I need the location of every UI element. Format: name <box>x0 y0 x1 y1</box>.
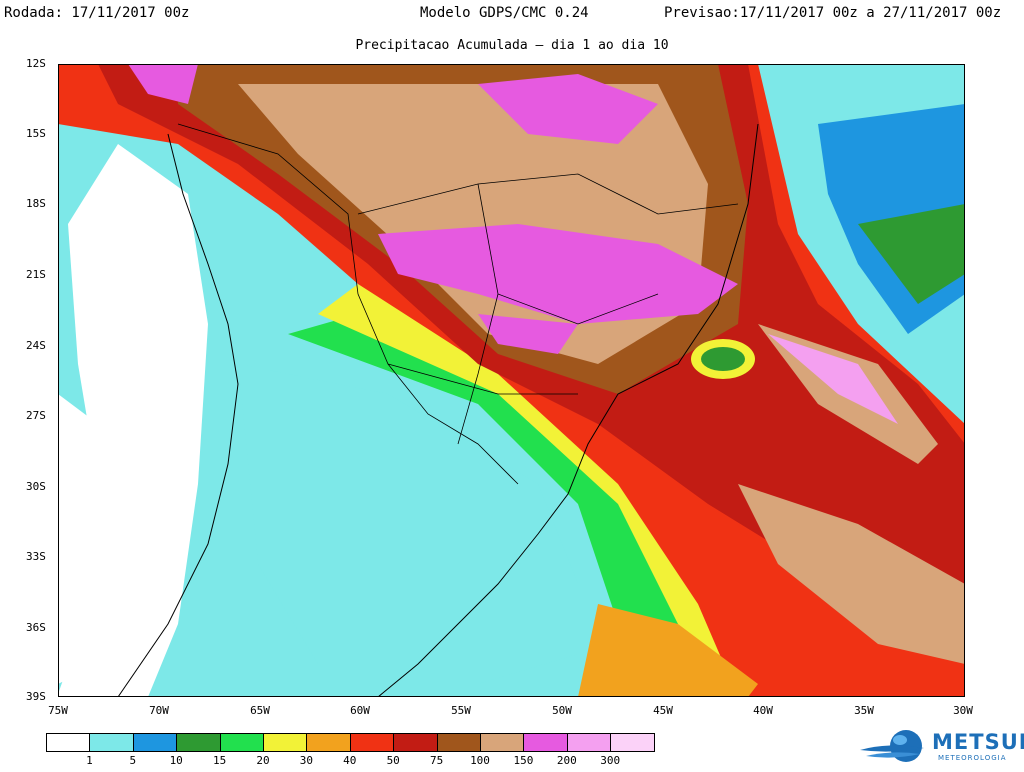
lon-tick: 45W <box>653 704 673 717</box>
southeast-swath <box>738 484 965 664</box>
legend-label: 30 <box>299 754 314 767</box>
legend-swatch <box>220 734 264 751</box>
legend-swatch <box>437 734 481 751</box>
lon-tick: 50W <box>552 704 572 717</box>
color-legend <box>46 733 656 752</box>
lat-tick: 15S <box>26 127 46 140</box>
lat-tick: 18S <box>26 197 46 210</box>
lon-tick: 75W <box>48 704 68 717</box>
legend-label: 40 <box>343 754 357 767</box>
logo-name: METSUL <box>932 730 1024 754</box>
legend-label: 200 <box>556 754 577 767</box>
legend-swatch <box>567 734 612 751</box>
legend-label: 150 <box>513 754 534 767</box>
globe-icon <box>860 730 924 762</box>
legend-label: 100 <box>470 754 490 767</box>
legend-label: 1 <box>86 754 93 767</box>
lat-tick: 21S <box>26 268 46 281</box>
lat-tick: 33S <box>26 550 46 563</box>
legend-swatch <box>307 734 351 751</box>
legend-label: 15 <box>212 754 227 767</box>
legend-swatch <box>177 734 221 751</box>
legend-swatch <box>263 734 308 751</box>
lat-tick: 36S <box>26 621 46 634</box>
precipitation-map <box>58 64 965 697</box>
lon-tick: 70W <box>149 704 169 717</box>
legend-swatch <box>350 734 395 751</box>
lon-tick: 35W <box>854 704 874 717</box>
lat-tick: 39S <box>26 690 46 703</box>
legend-swatch <box>524 734 568 751</box>
maximum-central <box>378 224 738 324</box>
lon-tick: 65W <box>250 704 270 717</box>
legend-swatch <box>394 734 438 751</box>
maximum-atlantic-core <box>768 334 898 424</box>
map-subtitle: Precipitacao Acumulada – dia 1 ao dia 10 <box>355 38 669 53</box>
border-lines <box>177 123 739 485</box>
legend-label: 20 <box>256 754 270 767</box>
lat-tick: 12S <box>26 57 46 70</box>
lon-tick: 60W <box>350 704 370 717</box>
model-title: Modelo GDPS/CMC 0.24 <box>420 5 589 21</box>
lat-tick: 27S <box>26 409 46 422</box>
south-cyan-band <box>238 364 578 684</box>
lon-tick: 55W <box>451 704 471 717</box>
legend-label: 300 <box>600 754 621 767</box>
legend-label: 10 <box>169 754 183 767</box>
forecast-period-label: Previsao:17/11/2017 00z a 27/11/2017 00z <box>664 5 1002 21</box>
map-frame <box>58 64 965 697</box>
legend-swatch <box>611 734 655 751</box>
lon-tick: 30W <box>953 704 973 717</box>
legend-label: 5 <box>129 754 137 767</box>
legend-swatch <box>47 734 91 751</box>
lon-tick: 40W <box>753 704 773 717</box>
east-coast <box>377 123 759 697</box>
maximum-south-central <box>478 314 578 354</box>
maximum-north-east <box>478 74 658 144</box>
lat-tick: 24S <box>26 339 46 352</box>
legend-label: 75 <box>429 754 444 767</box>
legend-label: 50 <box>386 754 400 767</box>
south-orange-band <box>578 604 758 697</box>
metsul-logo: METSUL METEOROLOGIA <box>858 724 1024 768</box>
maximum-north <box>128 64 198 104</box>
lat-tick: 30S <box>26 480 46 493</box>
ocean-northeast-green <box>858 204 965 304</box>
run-date-label: Rodada: 17/11/2017 00z <box>4 5 190 21</box>
logo-subtitle: METEOROLOGIA <box>938 754 1007 762</box>
south-america-coast <box>117 133 239 697</box>
dry-zone-pacific <box>58 394 118 684</box>
legend-swatch <box>133 734 178 751</box>
legend-swatch <box>90 734 134 751</box>
legend-swatch <box>480 734 525 751</box>
